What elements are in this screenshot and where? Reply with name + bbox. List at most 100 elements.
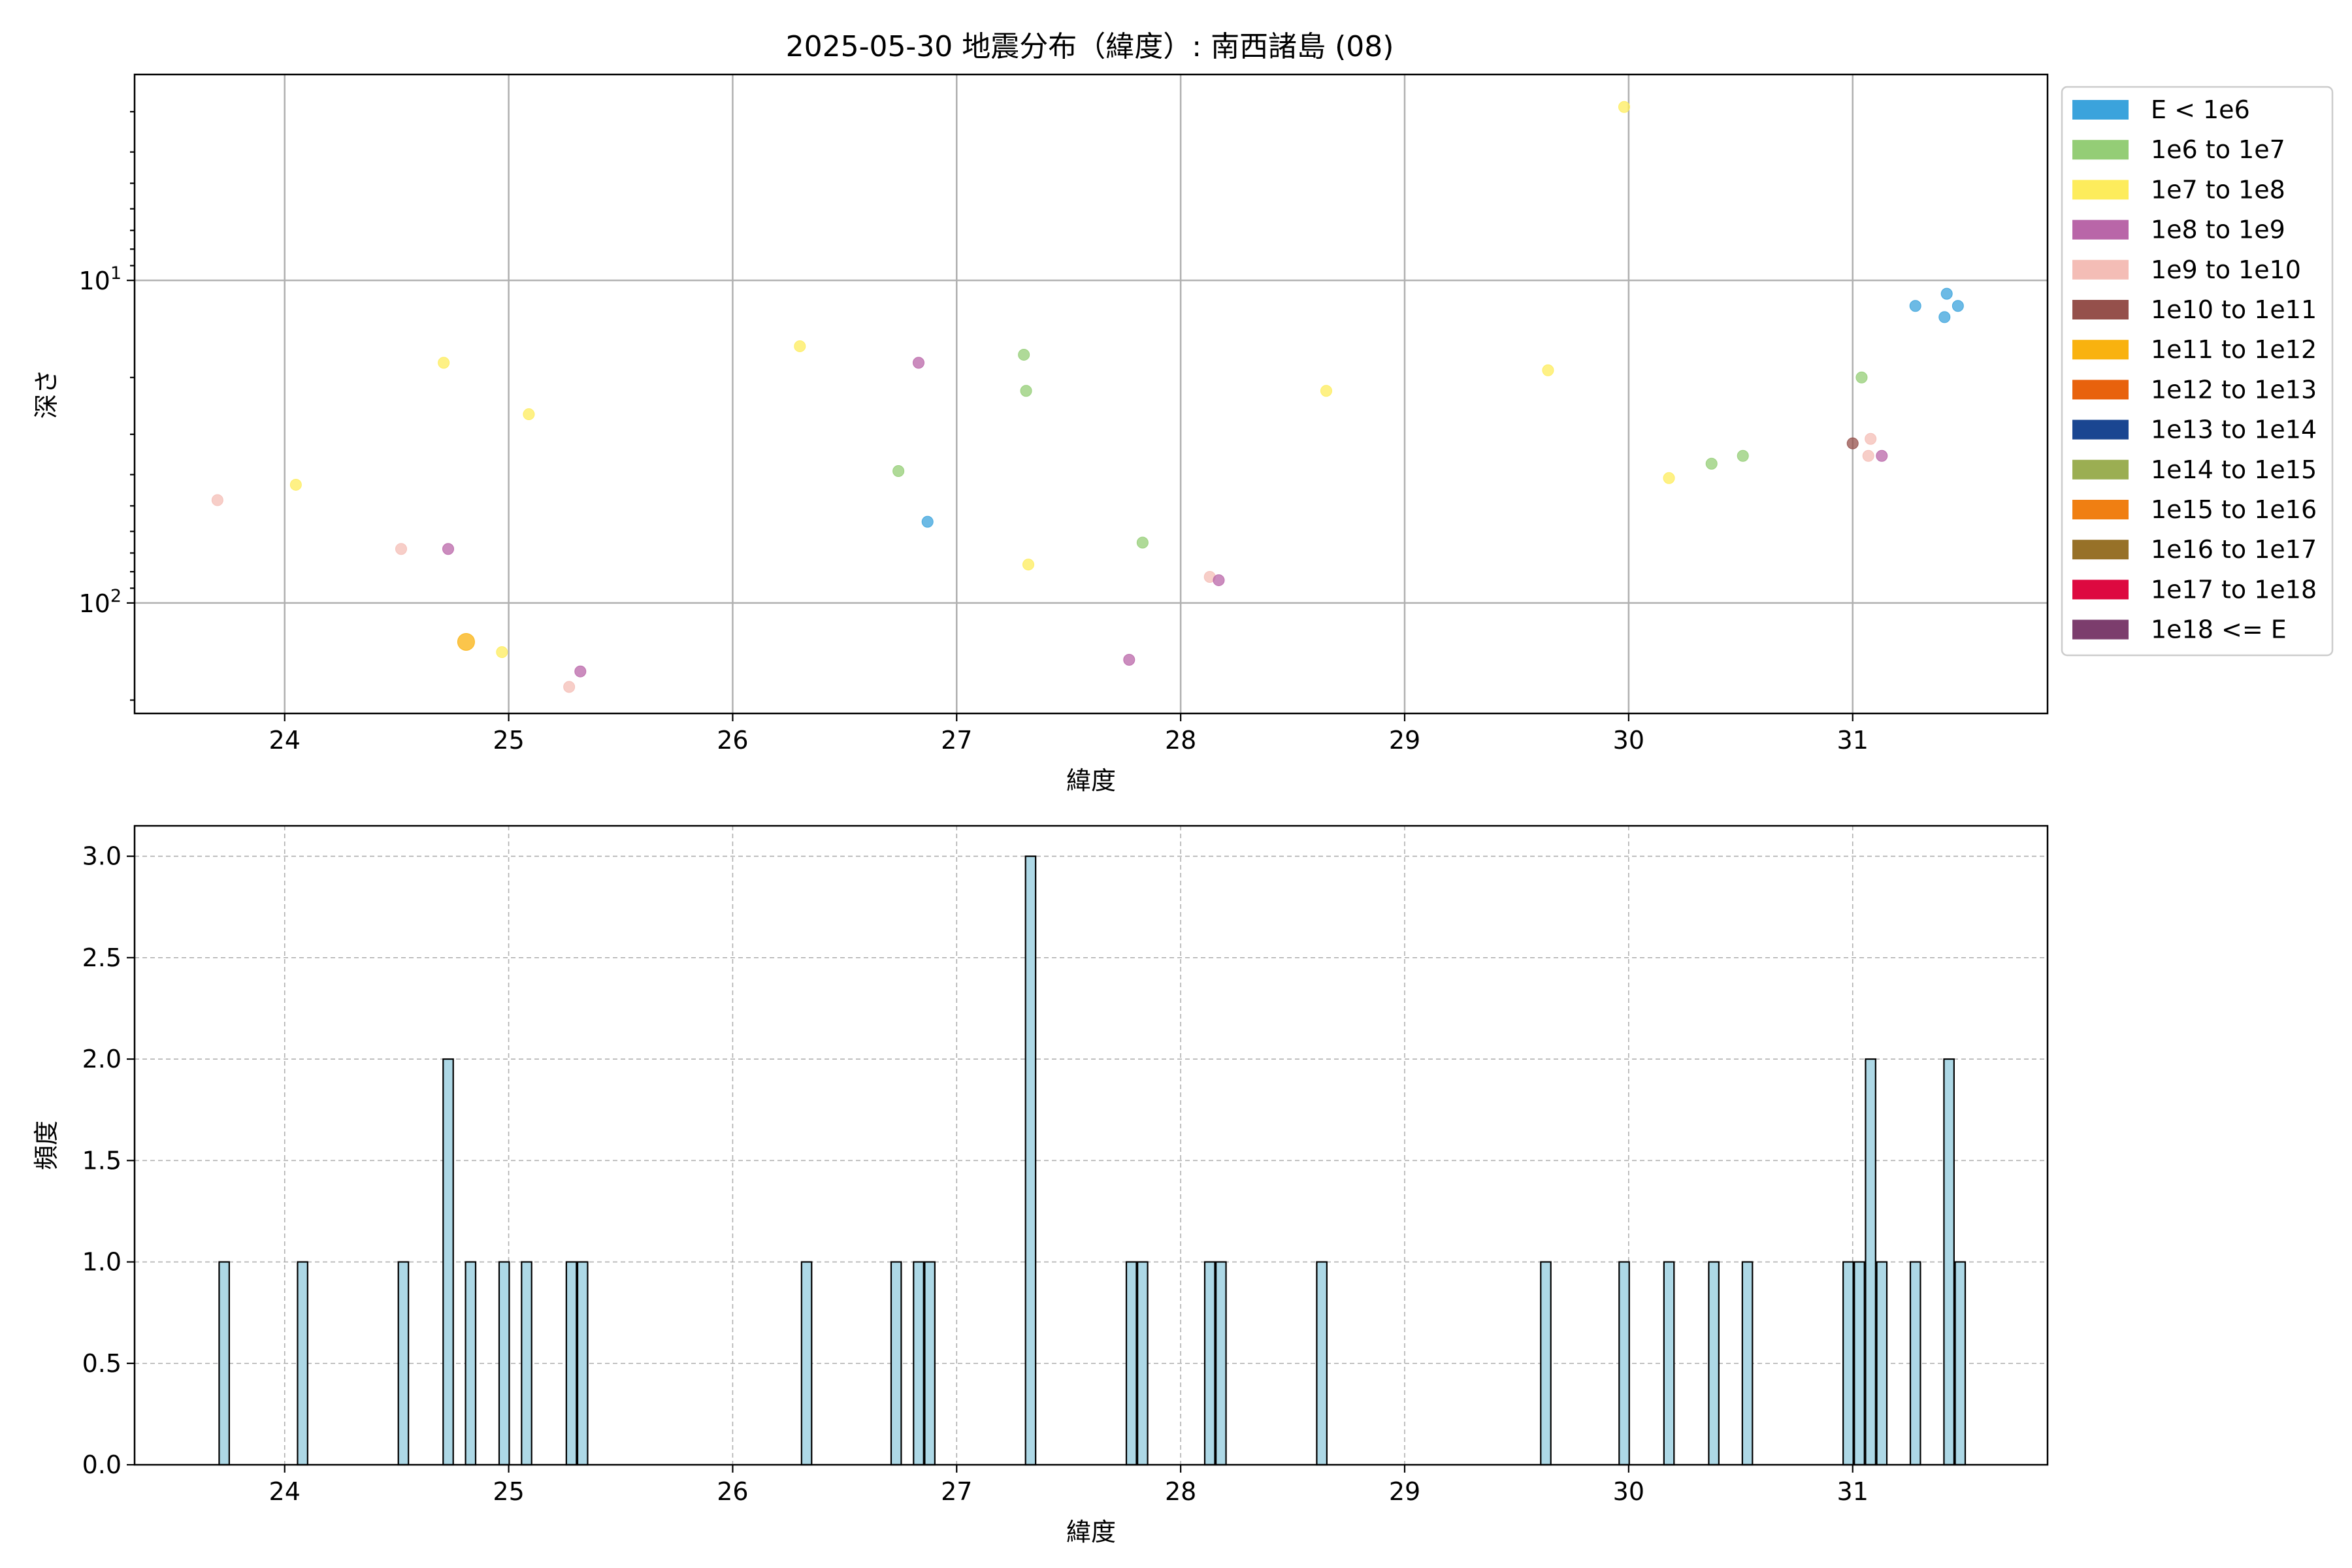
scatter-point — [496, 646, 508, 659]
histogram-plot-frame — [133, 825, 2049, 1466]
scatter-point — [1705, 457, 1718, 470]
scatter-point — [523, 408, 535, 421]
scatter-point — [1618, 101, 1630, 113]
histogram-x-tick-label: 28 — [1165, 1477, 1196, 1506]
histogram-bar — [521, 1261, 532, 1466]
scatter-point — [211, 494, 223, 506]
histogram-y-ticks: 0.0 0.5 1.0 1.5 2.0 2.5 3.0 — [82, 842, 135, 1479]
histogram-bar — [397, 1261, 410, 1466]
histogram-bars — [218, 855, 1967, 1466]
histogram-panel: 24 25 26 27 28 29 30 31 0.0 0.5 1.0 1.5 2.0 2.5 3.0 緯… — [32, 825, 2049, 1546]
histogram-bar — [913, 1261, 924, 1466]
scatter-x-tick-label: 24 — [269, 726, 301, 755]
legend-swatch — [2072, 180, 2129, 200]
scatter-x-axis-label: 緯度 — [1066, 766, 1116, 795]
scatter-point — [289, 478, 302, 491]
scatter-points — [211, 101, 1964, 693]
histogram-bar — [800, 1261, 813, 1466]
scatter-point — [1320, 385, 1332, 397]
histogram-x-tick-label: 27 — [941, 1477, 972, 1506]
histogram-bar — [1741, 1261, 1754, 1466]
legend-label: 1e13 to 1e14 — [2151, 416, 2317, 444]
scatter-grid — [135, 74, 2048, 713]
legend-swatch — [2072, 380, 2129, 400]
scatter-point — [1940, 287, 1953, 300]
histogram-y-tick-label: 0.5 — [82, 1349, 122, 1378]
histogram-bar — [1876, 1261, 1888, 1466]
histogram-bar — [1943, 1058, 1955, 1466]
histogram-y-tick-label: 1.0 — [82, 1248, 122, 1277]
legend-swatch — [2072, 100, 2129, 120]
histogram-y-tick-label: 2.0 — [82, 1045, 122, 1073]
legend-swatch — [2072, 540, 2129, 560]
legend-label: 1e15 to 1e16 — [2151, 495, 2317, 524]
scatter-point — [1542, 364, 1554, 376]
legend-label: 1e18 <= E — [2151, 615, 2287, 644]
legend-label: 1e16 to 1e17 — [2151, 535, 2317, 564]
histogram-bar — [1663, 1261, 1675, 1466]
scatter-panel: 2025-05-30 地震分布（緯度）: 南西諸島 (08) 24 25 26 27 2… — [32, 30, 2049, 795]
scatter-point — [1136, 536, 1149, 549]
scatter-point — [1022, 559, 1034, 571]
scatter-point — [1862, 449, 1874, 462]
scatter-x-tick-label: 28 — [1165, 726, 1196, 755]
histogram-y-tick-label: 3.0 — [82, 842, 122, 871]
histogram-x-ticks: 24 25 26 27 28 29 30 31 — [269, 1465, 1869, 1506]
legend-label: 1e17 to 1e18 — [2151, 575, 2317, 604]
histogram-bar — [1215, 1261, 1227, 1466]
histogram-bar — [1854, 1261, 1865, 1466]
legend-label: E < 1e6 — [2151, 95, 2250, 124]
histogram-bar — [1024, 855, 1037, 1466]
scatter-x-tick-label: 25 — [493, 726, 524, 755]
histogram-bar — [576, 1261, 589, 1466]
histogram-bar — [1954, 1261, 1967, 1466]
scatter-point — [563, 681, 576, 693]
histogram-bar — [924, 1261, 936, 1466]
scatter-point — [395, 543, 407, 555]
scatter-point — [1018, 348, 1030, 361]
histogram-bar — [1316, 1261, 1328, 1466]
histogram-bar — [498, 1261, 510, 1466]
histogram-y-tick-label: 1.5 — [82, 1146, 122, 1175]
legend-frame — [2061, 86, 2334, 657]
histogram-bar — [1540, 1261, 1552, 1466]
histogram-bar — [1865, 1058, 1876, 1466]
scatter-point — [442, 543, 454, 555]
legend-label: 1e12 to 1e13 — [2151, 375, 2317, 404]
histogram-bar — [890, 1261, 902, 1466]
histogram-bar — [1125, 1261, 1137, 1466]
scatter-point — [1952, 300, 1964, 312]
histogram-bar — [218, 1261, 230, 1466]
scatter-point — [1213, 574, 1225, 587]
histogram-y-tick-label: 0.0 — [82, 1450, 122, 1479]
legend-label: 1e14 to 1e15 — [2151, 455, 2317, 484]
scatter-point — [1737, 449, 1749, 462]
legend-label: 1e11 to 1e12 — [2151, 335, 2317, 364]
legend-swatch — [2072, 619, 2129, 640]
scatter-x-tick-label: 29 — [1389, 726, 1420, 755]
scatter-point — [1020, 385, 1032, 397]
scatter-x-tick-label: 26 — [717, 726, 748, 755]
histogram-x-axis-label: 緯度 — [1066, 1518, 1116, 1546]
chart-title: 2025-05-30 地震分布（緯度）: 南西諸島 (08) — [786, 30, 1394, 63]
histogram-bar — [1618, 1261, 1630, 1466]
histogram-bar — [465, 1261, 477, 1466]
scatter-x-tick-label: 30 — [1613, 726, 1644, 755]
histogram-x-tick-label: 31 — [1837, 1477, 1869, 1506]
scatter-point — [438, 357, 450, 369]
histogram-y-axis-label: 頻度 — [32, 1120, 61, 1170]
histogram-bar — [442, 1058, 454, 1466]
scatter-y-ticks: 101 102 — [78, 110, 135, 701]
histogram-x-tick-label: 29 — [1389, 1477, 1420, 1506]
scatter-point — [1855, 371, 1868, 384]
legend-label: 1e10 to 1e11 — [2151, 295, 2317, 324]
legend-swatch — [2072, 140, 2129, 160]
scatter-point — [892, 465, 905, 478]
scatter-x-tick-label: 31 — [1837, 726, 1869, 755]
legend-swatch — [2072, 459, 2129, 480]
scatter-plot-frame — [133, 73, 2049, 715]
legend-label: 1e7 to 1e8 — [2151, 175, 2285, 204]
legend-swatch — [2072, 500, 2129, 519]
legend: E < 1e6 1e6 to 1e7 1e7 to 1e8 1e8 to 1e9 1e9… — [2061, 86, 2334, 657]
